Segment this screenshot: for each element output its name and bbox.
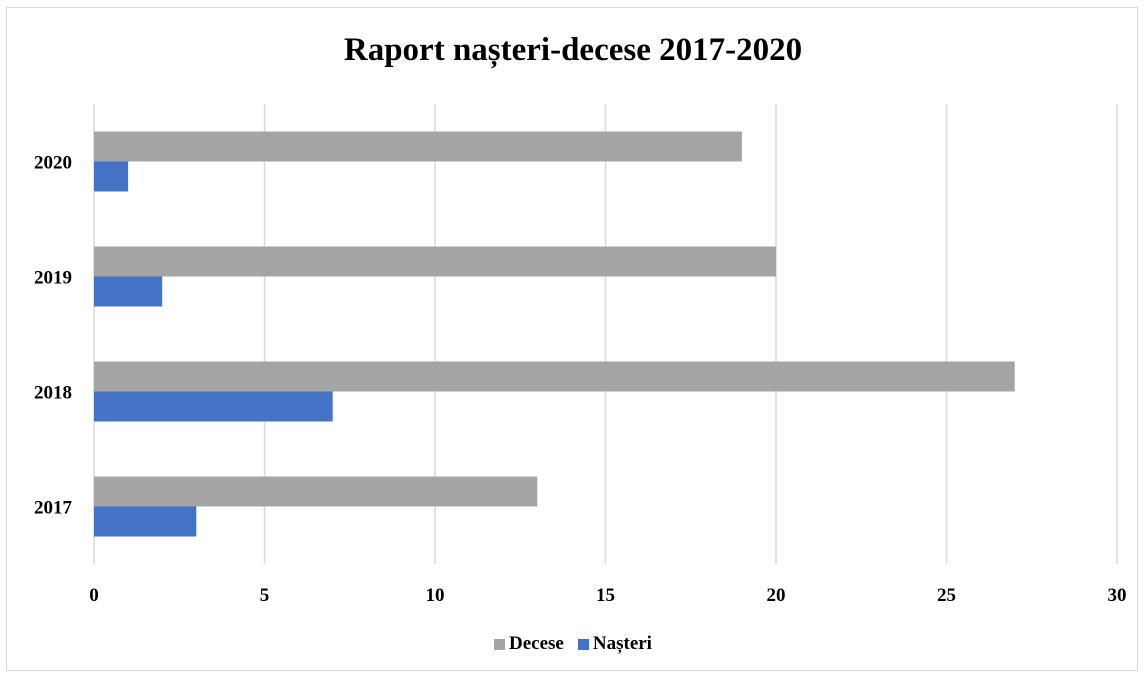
y-tick-label: 2020 — [34, 153, 72, 174]
legend-item-decese: Decese — [494, 633, 564, 655]
bar-na-teri-2020 — [94, 161, 129, 192]
legend-swatch-nasteri — [577, 638, 589, 650]
bar-decese-2018 — [94, 361, 1015, 392]
y-axis-ticks: 2017 2018 2019 2020 — [34, 153, 73, 519]
y-tick-label: 2019 — [34, 268, 72, 289]
x-axis-ticks: 0 5 10 15 20 25 30 — [89, 585, 1126, 606]
legend-label-nasteri: Nașteri — [592, 633, 652, 654]
x-tick-label: 20 — [767, 585, 786, 606]
x-tick-label: 0 — [89, 585, 99, 606]
x-tick-label: 30 — [1108, 585, 1127, 606]
y-tick-label: 2017 — [34, 498, 73, 519]
bar-decese-2019 — [94, 246, 776, 277]
x-tick-label: 5 — [260, 585, 270, 606]
legend-item-nasteri: Nașteri — [577, 633, 652, 655]
x-tick-label: 10 — [426, 585, 445, 606]
bar-decese-2020 — [94, 131, 742, 162]
legend-swatch-decese — [494, 638, 506, 650]
x-tick-label: 15 — [596, 585, 615, 606]
chart-title: Raport nașteri-decese 2017-2020 — [343, 32, 803, 68]
legend-label-decese: Decese — [509, 633, 564, 654]
bars — [94, 131, 1015, 537]
y-tick-label: 2018 — [34, 383, 72, 404]
bar-decese-2017 — [94, 476, 538, 507]
bar-na-teri-2018 — [94, 391, 333, 422]
bar-na-teri-2019 — [94, 276, 163, 307]
bar-na-teri-2017 — [94, 506, 197, 537]
x-tick-label: 25 — [937, 585, 956, 606]
chart-frame — [6, 7, 1138, 671]
legend: Decese Nașteri — [0, 633, 1146, 655]
